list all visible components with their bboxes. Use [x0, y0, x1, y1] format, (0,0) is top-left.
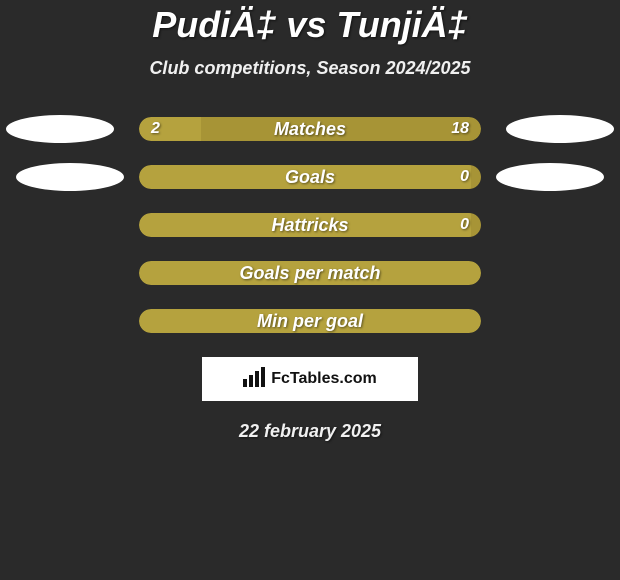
- player-right-marker: [506, 115, 614, 143]
- stat-row: Hattricks0: [0, 213, 620, 237]
- page-title: PudiÄ‡ vs TunjiÄ‡: [0, 4, 620, 46]
- stat-row: Min per goal: [0, 309, 620, 333]
- player-left-marker: [6, 115, 114, 143]
- stat-label: Goals per match: [139, 261, 481, 285]
- bars-icon: [243, 367, 265, 392]
- stat-bar: Goals per match: [139, 261, 481, 285]
- stat-value-right: 0: [460, 213, 469, 237]
- stat-bar: Hattricks0: [139, 213, 481, 237]
- stat-row: Goals0: [0, 165, 620, 189]
- stat-label: Min per goal: [139, 309, 481, 333]
- stat-label: Goals: [139, 165, 481, 189]
- stat-bar: Goals0: [139, 165, 481, 189]
- stat-bar: Matches2 18: [139, 117, 481, 141]
- date-label: 22 february 2025: [0, 421, 620, 442]
- stat-row: Goals per match: [0, 261, 620, 285]
- stat-row: Matches2 18: [0, 117, 620, 141]
- stat-label: Matches: [139, 117, 481, 141]
- stat-label: Hattricks: [139, 213, 481, 237]
- player-left-marker: [16, 163, 124, 191]
- stat-value-right: 18: [451, 117, 469, 141]
- stat-bar: Min per goal: [139, 309, 481, 333]
- badge-text: FcTables.com: [271, 370, 377, 388]
- player-right-marker: [496, 163, 604, 191]
- stat-value-left: 2: [151, 117, 160, 141]
- stat-value-right: 0: [460, 165, 469, 189]
- source-badge: FcTables.com: [202, 357, 418, 401]
- subtitle: Club competitions, Season 2024/2025: [0, 58, 620, 79]
